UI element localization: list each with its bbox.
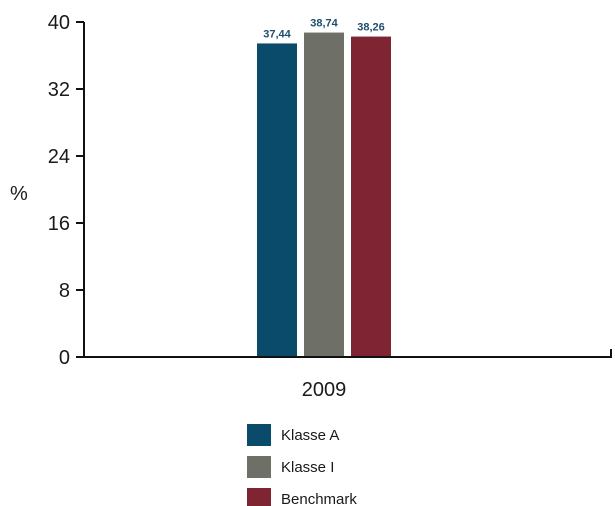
y-tick-label: 8	[59, 280, 70, 302]
y-tick-label: 24	[48, 146, 70, 168]
y-tick-label: 40	[48, 12, 70, 34]
bar-benchmark	[351, 36, 391, 357]
bar-klasse-a	[257, 43, 297, 357]
bar-klasse-i	[304, 32, 344, 358]
y-tick-label: 16	[48, 213, 70, 235]
legend-label-benchmark: Benchmark	[281, 491, 357, 506]
y-axis-unit-label: %	[10, 183, 28, 205]
legend-swatch-klasse-a	[247, 424, 271, 446]
legend-label-klasse-i: Klasse I	[281, 459, 334, 476]
data-label-benchmark: 38,26	[357, 22, 385, 34]
bars-group	[257, 32, 391, 358]
data-label-klasse-a: 37,44	[263, 28, 291, 40]
y-axis-ticks: 0 8 16 24 32 40	[48, 12, 84, 369]
legend-label-klasse-a: Klasse A	[281, 427, 339, 444]
data-labels-group: 37,44 38,74 38,26	[263, 18, 385, 41]
y-tick-label: 32	[48, 79, 70, 101]
legend: Klasse A Klasse I Benchmark	[247, 424, 357, 506]
y-tick-label: 0	[59, 347, 70, 369]
data-label-klasse-i: 38,74	[310, 18, 338, 30]
legend-swatch-benchmark	[247, 488, 271, 506]
x-category-label: 2009	[302, 379, 347, 401]
legend-swatch-klasse-i	[247, 456, 271, 478]
